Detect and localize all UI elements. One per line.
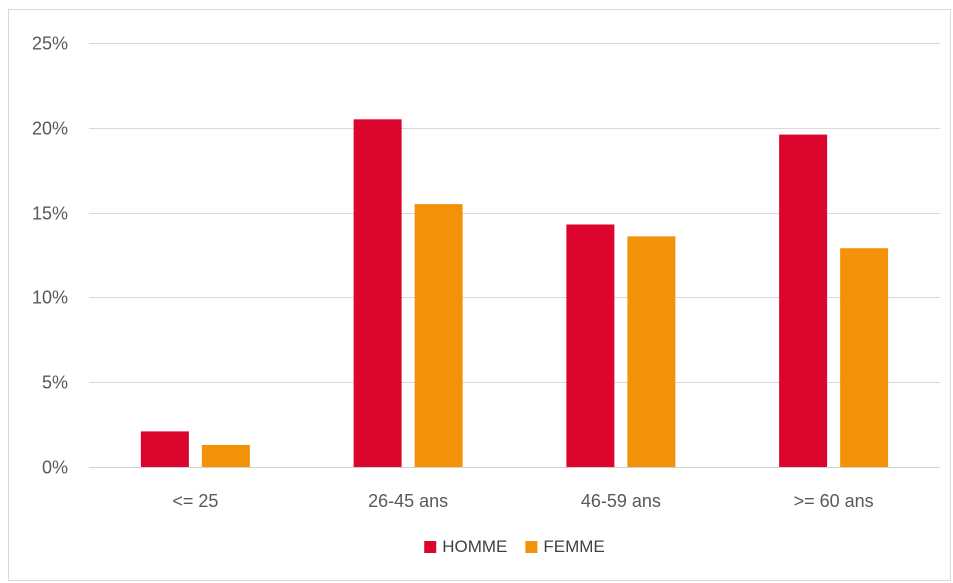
legend-label-homme: HOMME: [442, 537, 507, 556]
x-axis-tick-labels: <= 25 26-45 ans 46-59 ans >= 60 ans: [172, 491, 873, 511]
y-tick-label: 15%: [32, 204, 68, 224]
y-tick-label: 0%: [42, 458, 68, 478]
y-tick-label: 25%: [32, 34, 68, 54]
y-tick-label: 20%: [32, 119, 68, 139]
bar-homme-3: [779, 134, 828, 468]
x-tick-label: 46-59 ans: [581, 491, 661, 511]
bars: [140, 119, 889, 468]
x-tick-label: >= 60 ans: [794, 491, 874, 511]
x-tick-label: <= 25: [172, 491, 218, 511]
x-tick-label: 26-45 ans: [368, 491, 448, 511]
bar-homme-2: [566, 224, 615, 467]
legend-label-femme: FEMME: [543, 537, 604, 556]
bar-homme-0: [140, 431, 189, 467]
y-axis-tick-labels: 0% 5% 10% 15% 20% 25%: [32, 34, 68, 478]
legend-swatch-femme: [525, 541, 538, 553]
bar-femme-2: [627, 236, 676, 467]
legend: HOMME FEMME: [424, 537, 605, 556]
y-tick-label: 10%: [32, 288, 68, 308]
legend-swatch-homme: [424, 541, 437, 553]
bar-femme-0: [201, 444, 250, 467]
y-tick-label: 5%: [42, 373, 68, 393]
bar-homme-1: [353, 119, 402, 467]
bar-femme-3: [840, 248, 889, 467]
bar-femme-1: [414, 204, 463, 467]
